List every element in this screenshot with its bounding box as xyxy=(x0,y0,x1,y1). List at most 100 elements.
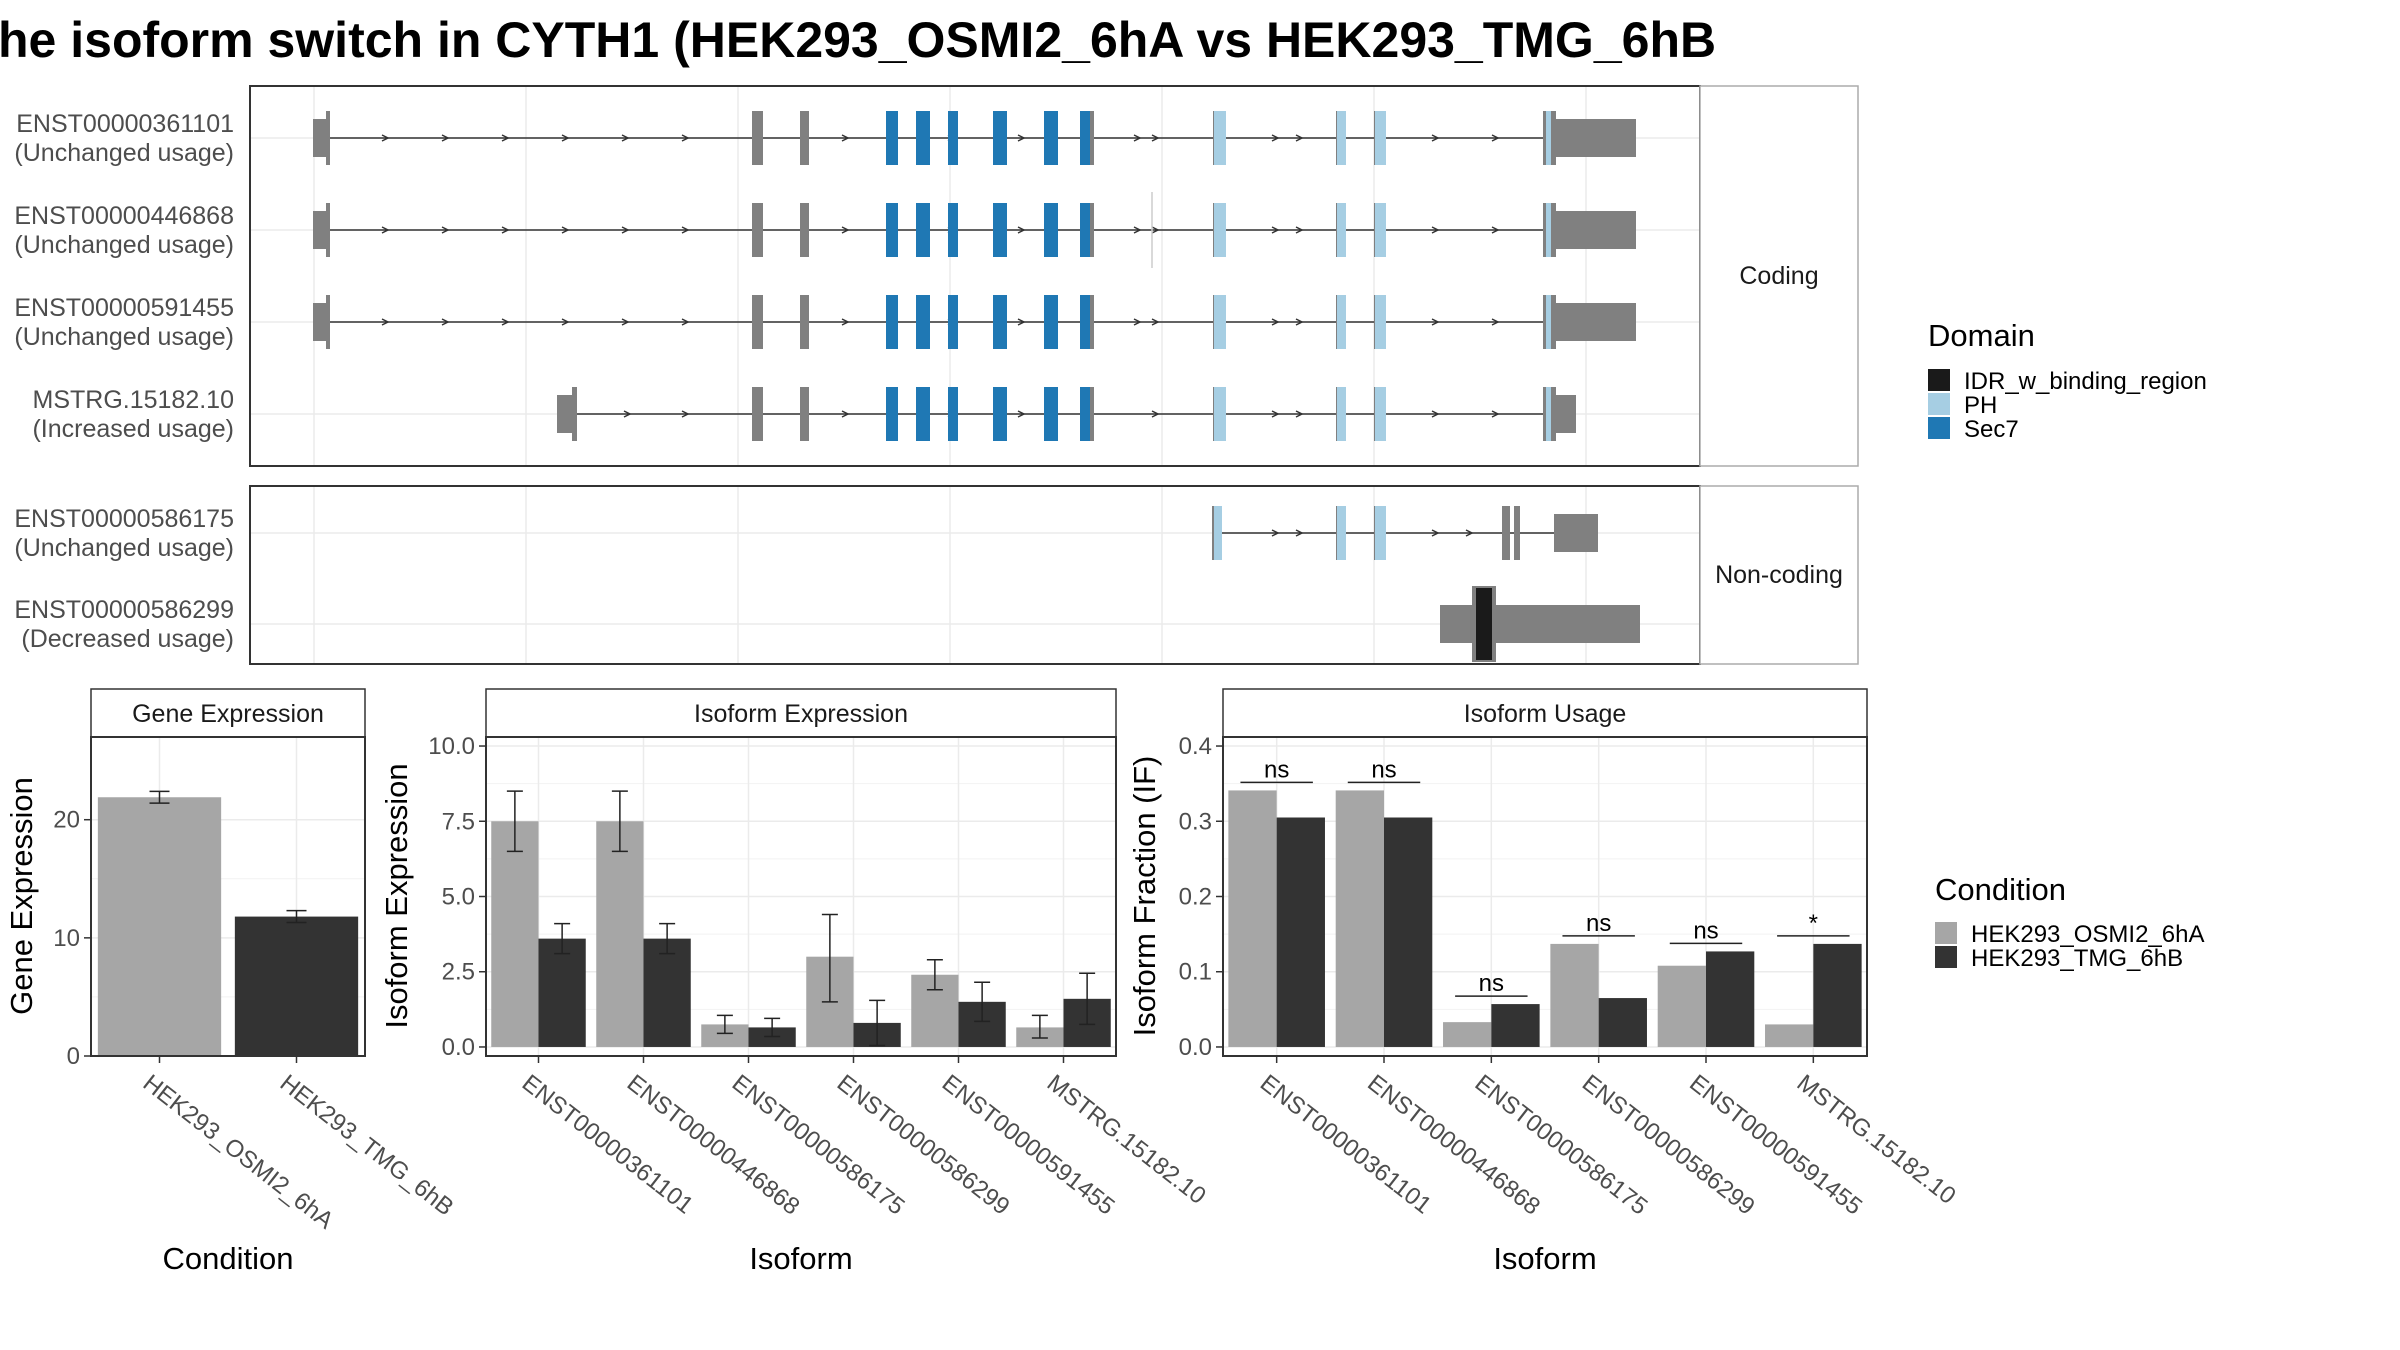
intron-arrow xyxy=(621,318,630,326)
condition-legend-title: Condition xyxy=(1935,872,2066,907)
sec7-domain xyxy=(886,203,898,257)
coding-gridlines xyxy=(250,86,1700,466)
intron-arrow xyxy=(1151,134,1160,142)
sec7-domain xyxy=(916,295,930,349)
intron-arrow xyxy=(561,226,570,234)
gene-strip-label: Gene Expression xyxy=(132,700,324,728)
transcript-id-label: MSTRG.15182.10 xyxy=(33,386,235,414)
legend-label-sec7: Sec7 xyxy=(1964,416,2019,443)
intron-arrow xyxy=(1295,529,1304,537)
exon-block xyxy=(752,295,763,349)
idr-domain xyxy=(1476,588,1492,660)
intron-arrow xyxy=(681,410,690,418)
intron-arrow xyxy=(681,318,690,326)
iso-bar xyxy=(538,938,586,1047)
usage-x-label: Isoform xyxy=(1493,1241,1596,1276)
usage-bar xyxy=(1228,790,1277,1047)
intron-arrow xyxy=(561,134,570,142)
iso-y-axis: 0.0 2.5 5.0 7.5 10.0 xyxy=(428,733,486,1061)
intron-arrow xyxy=(1271,318,1280,326)
sec7-domain xyxy=(1080,387,1090,441)
transcript-usage-label: (Unchanged usage) xyxy=(14,231,234,259)
intron-arrow xyxy=(621,226,630,234)
noncoding-strip xyxy=(1699,485,1859,665)
intron-arrow xyxy=(441,226,450,234)
usage-y-tick-label: 0.0 xyxy=(1179,1034,1212,1061)
iso-y-tick-label: 10.0 xyxy=(428,733,475,760)
sec7-domain xyxy=(1044,387,1058,441)
usage-bar xyxy=(1491,1004,1540,1047)
ph-domain xyxy=(1214,387,1226,441)
sec7-domain xyxy=(1044,111,1058,165)
transcript-usage-label: (Increased usage) xyxy=(32,415,234,443)
transcript-id-label: ENST00000586299 xyxy=(14,596,234,624)
iso-bars xyxy=(491,790,1111,1047)
intron-arrow xyxy=(501,134,510,142)
intron-arrow xyxy=(1017,134,1026,142)
ph-domain xyxy=(1375,295,1386,349)
intron-arrow xyxy=(621,134,630,142)
usage-x-axis: ENST00000361101ENST00000446868ENST000005… xyxy=(1255,1056,1961,1221)
significance-label: ns xyxy=(1371,756,1396,783)
gene-y-label: Gene Expression xyxy=(4,777,39,1015)
intron-arrow xyxy=(381,318,390,326)
usage-y-tick-label: 0.4 xyxy=(1179,733,1212,760)
ph-domain xyxy=(1337,295,1346,349)
exon-block xyxy=(326,111,330,165)
usage-bar xyxy=(1706,951,1755,1047)
condition-swatch-b xyxy=(1935,946,1957,968)
ph-domain xyxy=(1214,295,1226,349)
iso-x-axis: ENST00000361101ENST00000446868ENST000005… xyxy=(517,1056,1211,1221)
transcript-id-label: ENST00000446868 xyxy=(14,202,234,230)
intron-arrow xyxy=(1271,226,1280,234)
gene-y-axis: 0 10 20 xyxy=(53,807,91,1070)
exon-block xyxy=(572,387,577,441)
intron-arrow xyxy=(841,226,850,234)
intron-arrow xyxy=(501,226,510,234)
intron-arrow xyxy=(1491,410,1500,418)
transcript-usage-label: (Unchanged usage) xyxy=(14,323,234,351)
ph-domain xyxy=(1214,506,1222,560)
exon-block xyxy=(800,111,809,165)
exon-block xyxy=(1550,387,1556,441)
legend-label-idr: IDR_w_binding_region xyxy=(1964,368,2207,395)
usage-x-tick-label: ENST00000591455 xyxy=(1684,1069,1867,1220)
usage-y-label: Isoform Fraction (IF) xyxy=(1127,756,1162,1037)
exon-block xyxy=(557,395,572,433)
iso-strip xyxy=(485,688,1117,738)
domain-legend: Domain IDR_w_binding_region PH Sec7 xyxy=(1928,318,2207,443)
coding-panel-border xyxy=(249,85,1701,467)
exon-block xyxy=(1550,295,1556,349)
usage-y-axis: 0.0 0.1 0.2 0.3 0.4 xyxy=(1179,733,1223,1061)
ph-domain xyxy=(1546,203,1551,257)
sec7-domain xyxy=(1080,295,1090,349)
legend-label-ph: PH xyxy=(1964,392,1997,419)
intron-arrow xyxy=(1151,410,1160,418)
intron-arrow xyxy=(623,410,632,418)
transcript-usage-label: (Decreased usage) xyxy=(21,625,234,653)
exon-block xyxy=(800,203,809,257)
sec7-domain xyxy=(886,387,898,441)
iso-y-tick-label: 7.5 xyxy=(442,808,475,835)
usage-bar xyxy=(1598,998,1647,1047)
ph-domain xyxy=(1375,111,1386,165)
exon-block xyxy=(752,203,763,257)
sec7-domain xyxy=(993,295,1007,349)
usage-bar xyxy=(1765,1024,1814,1047)
ph-domain xyxy=(1337,506,1346,560)
intron-arrow xyxy=(501,318,510,326)
usage-bars: ns ns ns ns ns * xyxy=(1228,756,1862,1047)
intron-arrow xyxy=(1431,134,1440,142)
intron-arrow xyxy=(1431,318,1440,326)
intron-arrow xyxy=(681,226,690,234)
legend-swatch-sec7 xyxy=(1928,417,1950,439)
gene-bar xyxy=(234,916,359,1056)
condition-legend: Condition HEK293_OSMI2_6hA HEK293_TMG_6h… xyxy=(1935,872,2204,972)
intron-arrow xyxy=(1491,134,1500,142)
intron-arrow xyxy=(1295,134,1304,142)
exon-block xyxy=(752,387,763,441)
sec7-domain xyxy=(948,111,958,165)
ph-domain xyxy=(1546,387,1551,441)
usage-x-tick-label: ENST00000586175 xyxy=(1470,1069,1653,1220)
